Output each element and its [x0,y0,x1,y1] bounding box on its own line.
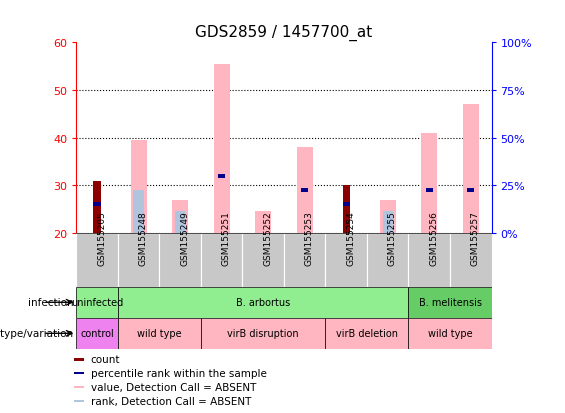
Bar [408,287,492,318]
Text: value, Detection Call = ABSENT: value, Detection Call = ABSENT [91,382,256,392]
Text: virB disruption: virB disruption [227,328,299,339]
Bar [421,134,437,233]
Bar [175,212,185,233]
Title: GDS2859 / 1457700_at: GDS2859 / 1457700_at [195,24,372,40]
Text: GSM155255: GSM155255 [388,210,397,265]
Bar [201,233,242,287]
Bar [214,65,229,233]
Bar [408,318,492,349]
Bar [74,387,84,389]
Text: wild type: wild type [137,328,181,339]
Text: genotype/variation: genotype/variation [0,328,73,339]
Bar [380,200,395,233]
Bar [342,203,350,207]
Bar [342,186,350,233]
Text: count: count [91,355,120,365]
Text: GSM155257: GSM155257 [471,210,480,265]
Text: uninfected: uninfected [71,297,123,308]
Bar [133,191,144,233]
Text: GSM155252: GSM155252 [263,210,272,265]
Bar [118,287,408,318]
Text: GSM155254: GSM155254 [346,210,355,265]
Text: B. melitensis: B. melitensis [419,297,481,308]
Text: GSM155249: GSM155249 [180,210,189,265]
Bar [74,400,84,403]
Bar [367,233,408,287]
Bar [325,233,367,287]
Text: virB deletion: virB deletion [336,328,398,339]
Text: GSM155251: GSM155251 [221,210,231,265]
Bar [383,212,393,233]
Text: GSM155248: GSM155248 [138,210,147,265]
Bar [325,318,408,349]
Bar [463,105,479,233]
Text: GSM155256: GSM155256 [429,210,438,265]
Bar [74,373,84,375]
Bar [218,174,225,178]
Bar [255,212,271,233]
Bar [118,233,159,287]
Bar [450,233,492,287]
Text: control: control [80,328,114,339]
Bar [93,203,101,207]
Bar [93,181,101,233]
Text: rank, Detection Call = ABSENT: rank, Detection Call = ABSENT [91,396,251,406]
Bar [467,189,475,192]
Bar [76,287,118,318]
Text: GSM155253: GSM155253 [305,210,314,265]
Text: GSM155205: GSM155205 [97,210,106,265]
Bar [408,233,450,287]
Bar [76,233,118,287]
Text: infection: infection [28,297,73,308]
Bar [172,200,188,233]
Bar [284,233,325,287]
Bar [425,189,433,192]
Bar [159,233,201,287]
Bar [131,141,146,233]
Bar [76,318,118,349]
Bar [301,189,308,192]
Text: wild type: wild type [428,328,472,339]
Text: percentile rank within the sample: percentile rank within the sample [91,368,267,378]
Bar [297,148,312,233]
Bar [74,358,84,361]
Text: B. arbortus: B. arbortus [236,297,290,308]
Bar [118,318,201,349]
Bar [242,233,284,287]
Bar [201,318,325,349]
